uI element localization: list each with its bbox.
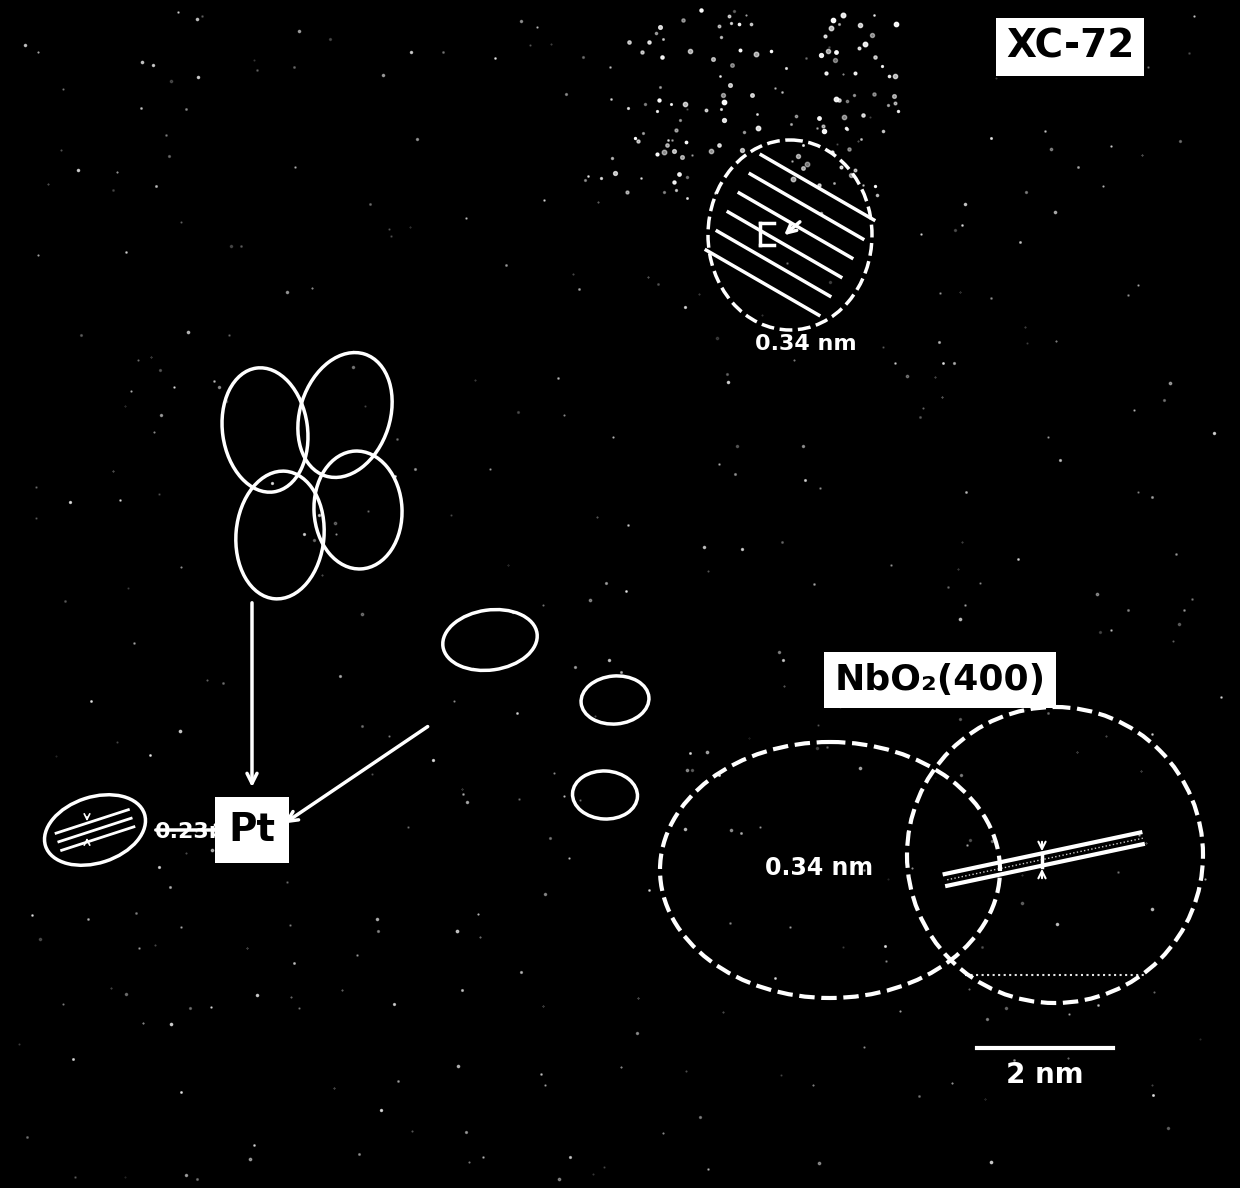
- Text: 0.34 nm: 0.34 nm: [755, 334, 857, 354]
- Text: NbO₂(400): NbO₂(400): [835, 663, 1045, 697]
- Text: 0.34 nm: 0.34 nm: [765, 857, 873, 880]
- Text: 0.23nm: 0.23nm: [155, 822, 249, 842]
- Text: 2 nm: 2 nm: [1006, 1061, 1084, 1089]
- Text: Pt: Pt: [228, 811, 275, 849]
- Text: XC-72: XC-72: [1006, 29, 1135, 67]
